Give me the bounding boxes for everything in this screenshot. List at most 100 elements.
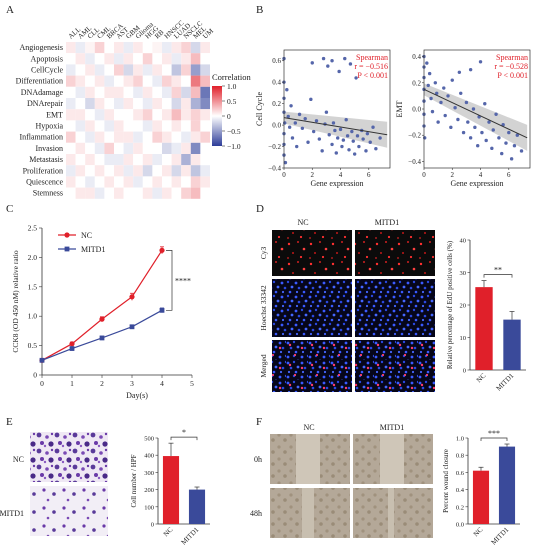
heatmap-cell xyxy=(142,176,153,188)
transwell-y-tick-label: 0 xyxy=(151,522,154,529)
heatmap-cell xyxy=(66,142,76,154)
edu-y-tick-label: 30 xyxy=(460,270,467,277)
heatmap-cell xyxy=(162,131,172,143)
scatter-stat-method: Spearman xyxy=(356,53,388,62)
scatter-point xyxy=(283,160,288,165)
edu-image-nc-merged xyxy=(272,340,352,392)
heatmap-legend-tick-label: 1.0 xyxy=(227,82,237,91)
scatter-point xyxy=(468,67,473,72)
scatter-fit-line xyxy=(283,117,388,136)
cck8-legend-marker xyxy=(64,232,70,238)
scatter-point xyxy=(330,142,334,147)
cck8-x-tick-label: 3 xyxy=(130,379,134,388)
scatter-point xyxy=(473,125,477,130)
scatter-point xyxy=(344,118,348,122)
scatter-point xyxy=(343,56,347,61)
heatmap-cell xyxy=(142,142,153,154)
heatmap-cell xyxy=(200,131,210,143)
scatter-point xyxy=(286,114,290,119)
heatmap-cell xyxy=(142,42,153,54)
heatmap-cell xyxy=(190,75,201,87)
scatter-point xyxy=(300,126,305,131)
heatmap-cell xyxy=(94,120,105,132)
heatmap-cell xyxy=(114,187,124,199)
heatmap-cell xyxy=(142,86,153,98)
scatter-point xyxy=(512,144,517,148)
heatmap-row-label: Angiogenesis xyxy=(19,43,63,52)
edu-category-label: NC xyxy=(475,372,488,385)
heatmap-cell xyxy=(200,176,210,188)
heatmap-cell xyxy=(75,131,86,143)
heatmap-cell xyxy=(190,98,201,110)
heatmap-cell xyxy=(104,120,114,132)
wound-y-tick-label: 1.0 xyxy=(456,436,464,443)
heatmap-cell xyxy=(171,53,182,65)
heatmap-cell xyxy=(200,75,210,87)
heatmap-cell xyxy=(190,176,201,188)
heatmap-cell xyxy=(181,86,191,98)
heatmap-row-label: Differentiation xyxy=(16,77,63,86)
edu-y-tick-label: 20 xyxy=(460,303,467,310)
heatmap-cell xyxy=(123,176,134,188)
transwell-y-tick-label: 300 xyxy=(144,470,154,477)
heatmap-cell xyxy=(181,109,191,121)
heatmap-cell xyxy=(66,64,76,76)
scatter-point xyxy=(365,131,370,136)
scatter-point xyxy=(439,100,443,105)
scatter-point xyxy=(321,56,326,61)
panel-letter-d: D xyxy=(256,203,264,215)
scatter-point xyxy=(509,157,514,161)
edu-row-label-hoechst: Hoechst 33342 xyxy=(259,285,268,330)
cck8-point xyxy=(159,307,165,313)
scatter-point xyxy=(337,69,341,74)
scatter-x-axis-label: Gene expression xyxy=(310,179,363,188)
heatmap-cell xyxy=(66,86,76,98)
heatmap-row-label: Quiescence xyxy=(26,177,63,186)
wound-significance-mark: *** xyxy=(488,429,500,438)
heatmap-cell xyxy=(200,42,210,54)
heatmap-cell xyxy=(104,187,114,199)
scatter-y-axis-label: Cell Cycle xyxy=(255,92,264,126)
heatmap-cell xyxy=(114,176,124,188)
scatter-point xyxy=(504,141,508,145)
heatmap-cell xyxy=(66,109,76,121)
scatter-point xyxy=(345,134,350,138)
scatter-point xyxy=(334,151,338,155)
heatmap-cell xyxy=(66,176,76,188)
edu-image-nc-hoechst xyxy=(272,279,352,337)
scatter-point xyxy=(483,102,487,106)
scatter-point xyxy=(500,151,504,156)
wound-gap-nc-48h xyxy=(302,488,314,538)
transwell-y-axis-label: Cell number / HPF xyxy=(130,454,138,507)
scatter-point xyxy=(283,121,287,125)
scatter-point xyxy=(430,109,435,114)
heatmap-row-label: DNArepair xyxy=(27,99,63,108)
heatmap-cell xyxy=(152,176,162,188)
cck8-x-tick-label: 1 xyxy=(70,379,74,388)
scatter-x-tick-label: 2 xyxy=(451,171,455,179)
heatmap-cell xyxy=(152,42,162,54)
scatter-y-tick-label: 0.4 xyxy=(272,79,281,87)
heatmap-cell xyxy=(85,109,95,121)
scatter-x-tick-label: 0 xyxy=(282,171,286,179)
scatter-stat-p: P < 0.001 xyxy=(497,71,528,80)
scatter-point xyxy=(341,138,346,142)
heatmap-cell xyxy=(114,75,124,87)
cck8-legend-marker xyxy=(64,246,70,252)
heatmap-cell xyxy=(162,120,172,132)
scatter-point xyxy=(303,116,307,121)
heatmap-cell xyxy=(133,42,143,54)
heatmap-legend-ticks: 1.0 0.5 0 −0.5 −1.0 xyxy=(222,82,241,151)
heatmap-cell xyxy=(162,165,172,177)
heatmap-legend-bar xyxy=(212,86,222,146)
heatmap-cell xyxy=(123,75,134,87)
heatmap-cell xyxy=(133,131,143,143)
scatter-point xyxy=(317,137,322,141)
cck8-y-tick-label: 2.0 xyxy=(28,253,38,262)
scatter-point xyxy=(352,152,357,156)
heatmap-cell xyxy=(123,98,134,110)
heatmap-cell xyxy=(181,64,191,76)
wound-y-tick-label: 0.0 xyxy=(456,522,464,529)
cck8-x-tick-label: 4 xyxy=(160,379,164,388)
transwell-row-label-mitd1: MITD1 xyxy=(0,509,24,518)
